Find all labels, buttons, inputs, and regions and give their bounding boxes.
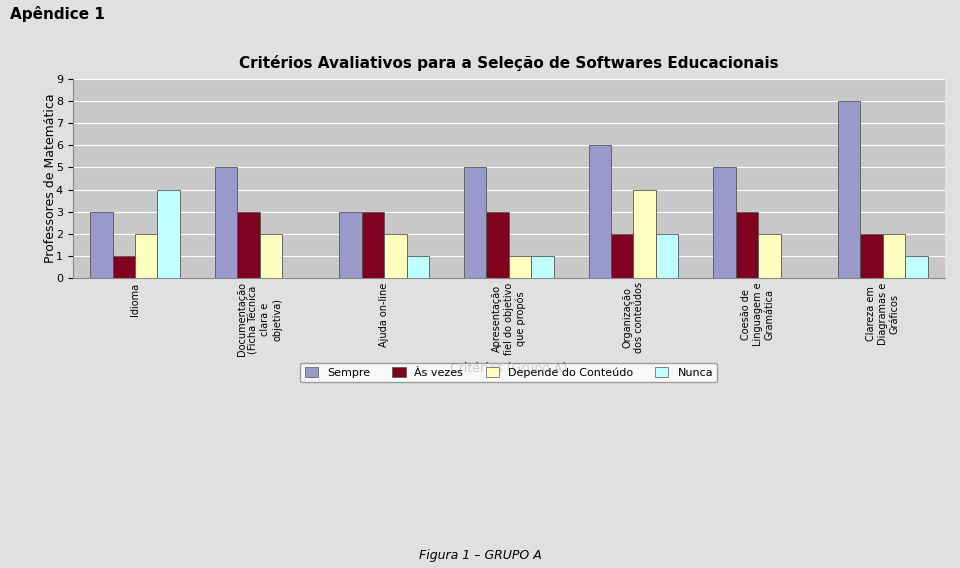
Bar	[215, 168, 237, 278]
Y-axis label: Professores de Matemática: Professores de Matemática	[44, 94, 57, 264]
Legend: Sempre, Às vezes, Depende do Conteúdo, Nunca: Sempre, Às vezes, Depende do Conteúdo, N…	[300, 363, 717, 382]
Text: Figura 1 – GRUPO A: Figura 1 – GRUPO A	[419, 549, 541, 562]
Bar	[362, 212, 384, 278]
Bar	[259, 234, 282, 278]
Bar	[860, 234, 882, 278]
Bar	[882, 234, 905, 278]
Bar	[340, 212, 362, 278]
Bar	[531, 256, 554, 278]
Bar	[735, 212, 758, 278]
Bar	[384, 234, 407, 278]
Bar	[611, 234, 634, 278]
Bar	[237, 212, 259, 278]
Bar	[905, 256, 927, 278]
Bar	[634, 190, 656, 278]
Bar	[464, 168, 487, 278]
Bar	[509, 256, 531, 278]
Bar	[407, 256, 429, 278]
Bar	[487, 212, 509, 278]
Bar	[135, 234, 157, 278]
Text: Apêndice 1: Apêndice 1	[10, 6, 105, 22]
Bar	[656, 234, 679, 278]
Title: Critérios Avaliativos para a Seleção de Softwares Educacionais: Critérios Avaliativos para a Seleção de …	[239, 55, 779, 71]
Bar	[838, 101, 860, 278]
X-axis label: Critérios (Grupo A): Critérios (Grupo A)	[450, 362, 567, 375]
Bar	[758, 234, 780, 278]
Bar	[112, 256, 135, 278]
Bar	[157, 190, 180, 278]
Bar	[588, 145, 611, 278]
Bar	[90, 212, 112, 278]
Bar	[713, 168, 735, 278]
